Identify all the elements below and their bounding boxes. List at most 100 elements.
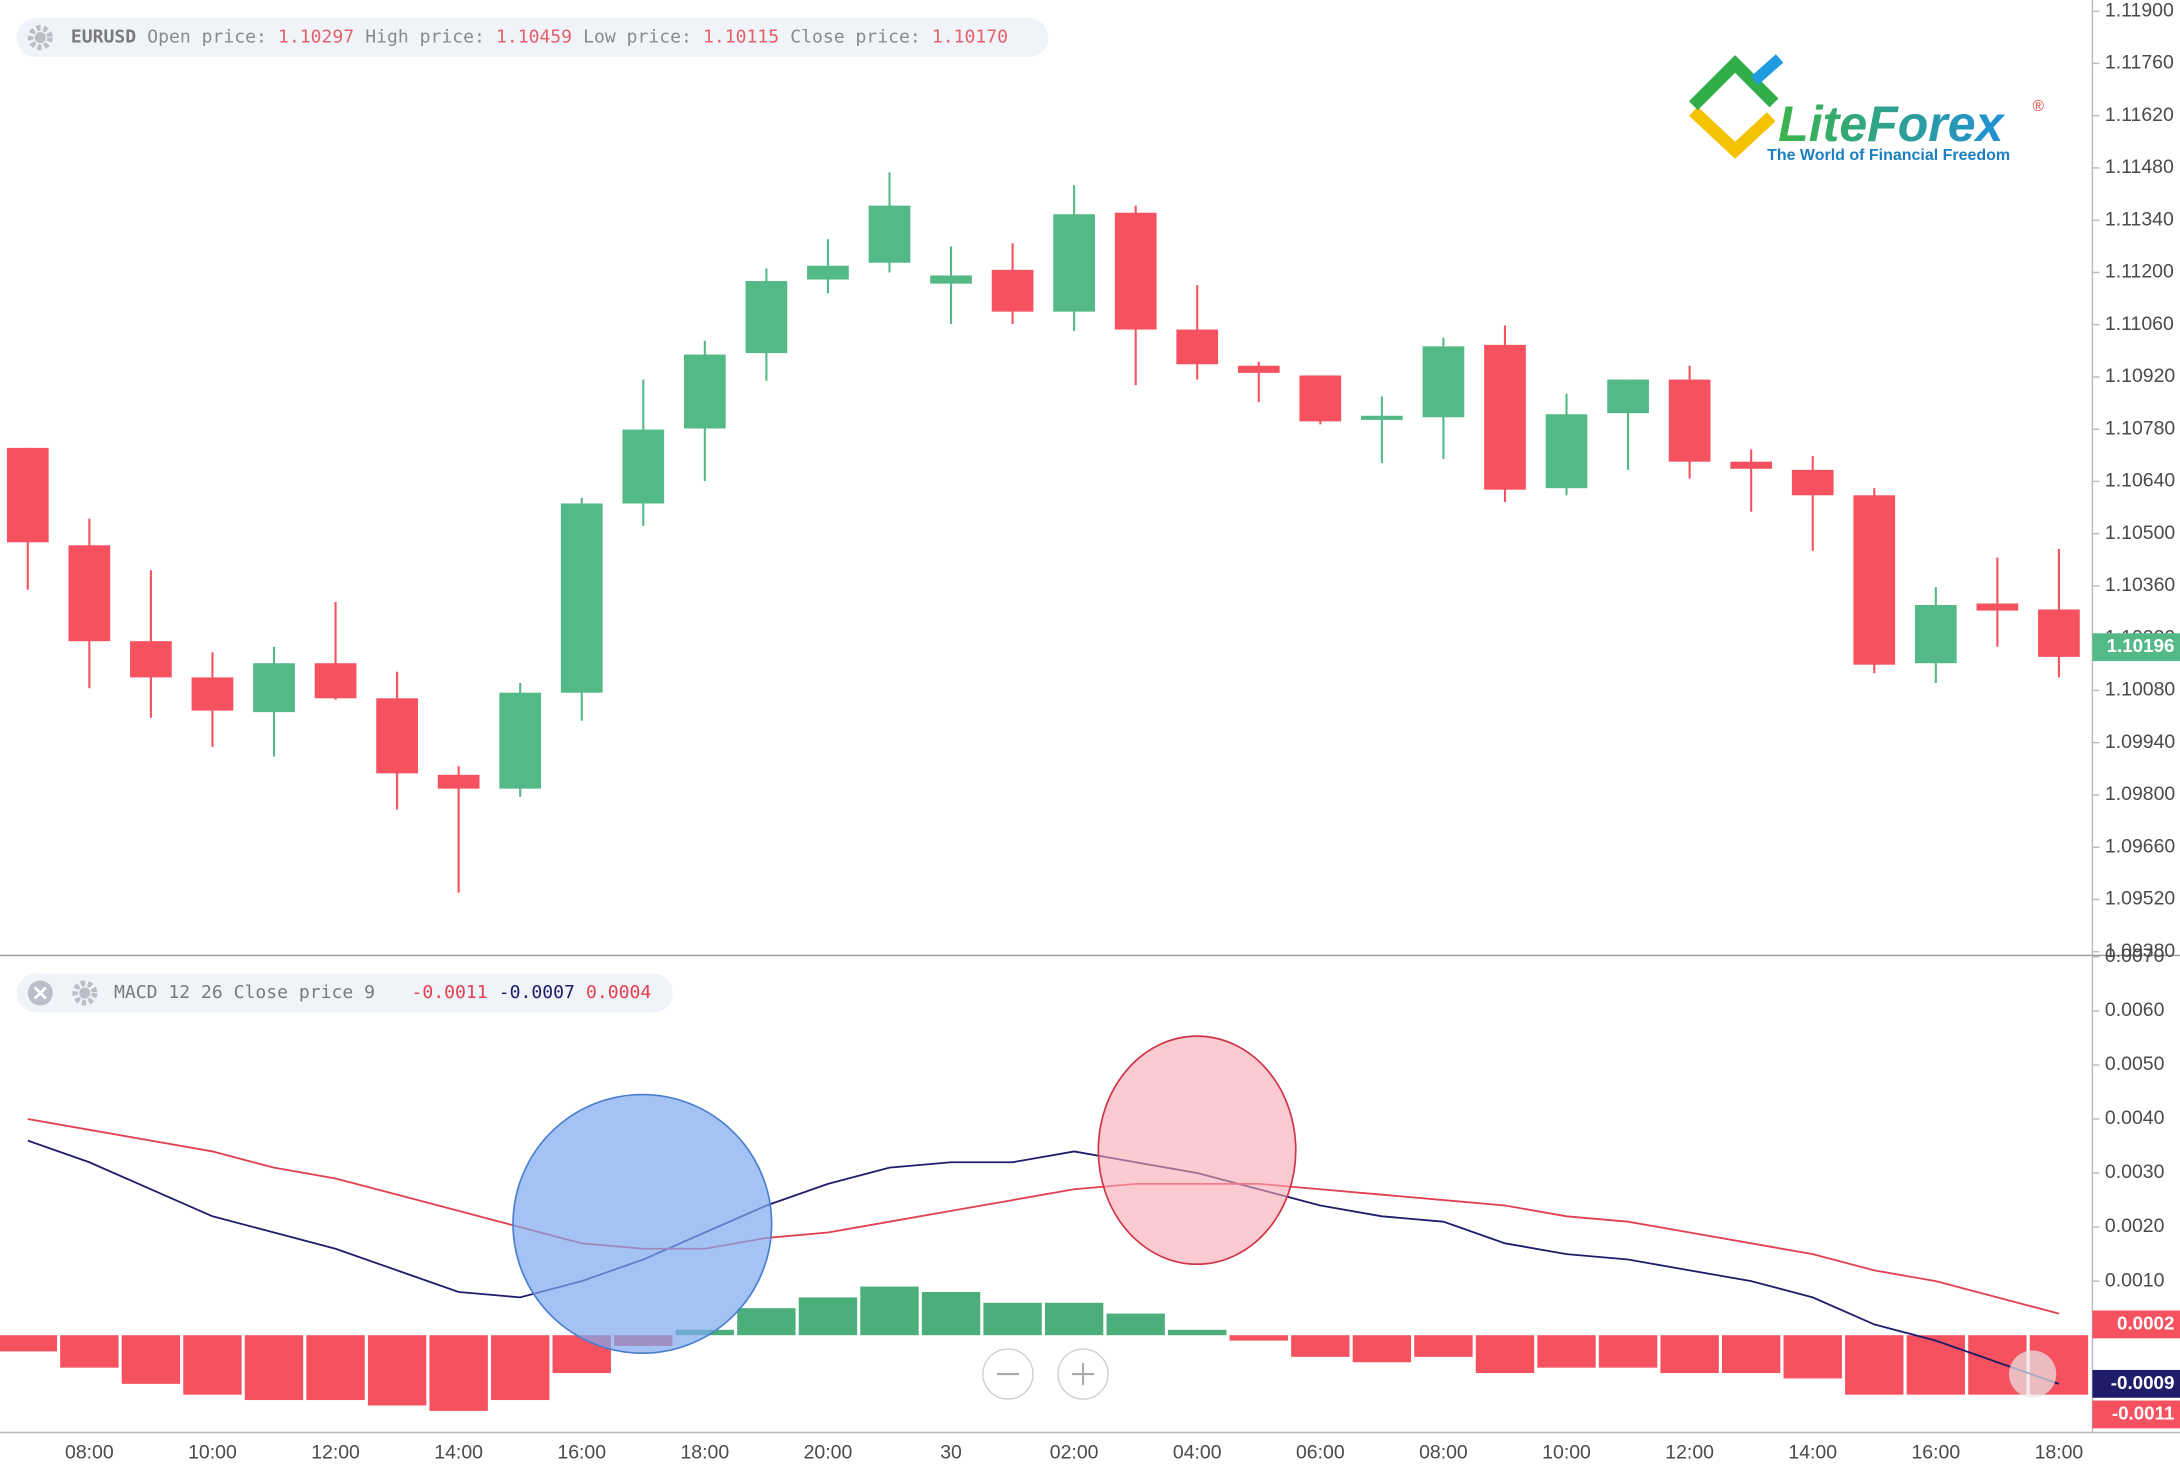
y-tick-label: 0.0040 [2105, 1107, 2165, 1129]
close-cross [33, 986, 47, 1000]
histogram-bar [1845, 1335, 1904, 1395]
scroll-button[interactable] [2008, 1350, 2057, 1398]
histogram-bar [367, 1335, 427, 1406]
candle-body [191, 677, 234, 711]
y-tick-label: 1.11620 [2105, 104, 2174, 126]
histogram-bar [183, 1335, 242, 1395]
candle-body [2038, 609, 2080, 657]
x-tick-label: 08:00 [1419, 1441, 1468, 1463]
price-legend: EURUSD Open price: 1.10297 High price: 1.104… [71, 27, 1008, 48]
candle-body [930, 275, 972, 284]
last-price-tag [2092, 633, 2180, 662]
macd-title: MACD 12 26 Close price 9 [114, 982, 375, 1003]
candle-body [68, 545, 111, 642]
legend-value: 1.10170 [932, 27, 1008, 48]
candle-body [499, 692, 542, 789]
histogram-bar [1291, 1335, 1350, 1357]
logo: LiteForex ® The World of Financial Freed… [1688, 54, 2045, 164]
y-tick-label: 1.09380 [2105, 940, 2175, 962]
histogram-bar [1352, 1335, 1412, 1363]
x-tick-label: 06:00 [1296, 1441, 1345, 1463]
y-tick-label: 1.09940 [2105, 731, 2175, 753]
x-tick-label: 14:00 [434, 1441, 483, 1463]
candle-body [807, 265, 849, 280]
histogram-bar [1414, 1335, 1473, 1357]
x-tick-label: 12:00 [1665, 1441, 1714, 1463]
legend-name: Low price: [583, 27, 692, 48]
candle-body [1114, 212, 1157, 330]
logo-mark-blue [1750, 54, 1784, 85]
candle-body [1422, 346, 1465, 418]
y-tick-label: 0.0060 [2105, 999, 2165, 1021]
candle-body [253, 663, 295, 713]
y-tick-label: 0.0010 [2105, 1269, 2165, 1291]
x-tick-label: 20:00 [804, 1441, 853, 1463]
candle-body [683, 354, 726, 429]
histogram-bar [429, 1335, 488, 1411]
candle-body [745, 281, 788, 354]
gear-hub [79, 987, 91, 999]
y-tick-label: 1.11340 [2105, 208, 2174, 230]
candle-body [437, 774, 480, 789]
candle-body [1607, 379, 1649, 414]
macd-legend-value: -0.0007 [499, 982, 575, 1003]
macd-settings-icon[interactable] [72, 980, 98, 1006]
y-tick-label: 1.11200 [2105, 261, 2174, 283]
price-tags: 0.0002 -0.0009 -0.0011 1.10196 [2092, 633, 2180, 1429]
legend-chip [16, 18, 1049, 58]
histogram-bar [1106, 1313, 1165, 1336]
last-price-label: 1.10196 [2107, 635, 2175, 656]
candle-body [1668, 379, 1711, 462]
x-tick-label: 14:00 [1788, 1441, 1837, 1463]
macd-plot [0, 1118, 2089, 1411]
candle-body [1176, 329, 1219, 365]
candle-body [868, 205, 911, 263]
x-tick-label: 10:00 [1542, 1441, 1591, 1463]
histogram-bar [1475, 1335, 1535, 1374]
candle-body [1361, 415, 1403, 420]
candle-body [1053, 214, 1095, 312]
y-tick-label: 0.0030 [2105, 1161, 2165, 1183]
candle-body [991, 269, 1034, 312]
zoom-controls[interactable] [982, 1348, 2057, 1400]
macd-line [27, 1139, 2060, 1385]
histogram-bar [1168, 1329, 1227, 1336]
candle-body [1976, 603, 2019, 611]
histogram-bar [1229, 1335, 1288, 1341]
y-tick-label: 1.10640 [2105, 470, 2175, 492]
y-tick-label: 0.0050 [2105, 1053, 2165, 1075]
histogram-bar [60, 1335, 119, 1368]
y-tick-label: 1.10360 [2105, 574, 2175, 596]
histogram-bar [1906, 1335, 1966, 1395]
candle-body [1853, 495, 1896, 665]
logo-mark-green [1688, 55, 1779, 111]
candle-body [376, 698, 418, 774]
histogram-bar [244, 1335, 304, 1401]
legend-value: 1.10297 [278, 27, 354, 48]
close-icon[interactable] [27, 980, 53, 1006]
macd-legend-values: -0.0011 -0.0007 0.0004 [412, 982, 652, 1003]
x-tick-label: 08:00 [65, 1441, 114, 1463]
logo-tagline: The World of Financial Freedom [1767, 147, 2010, 164]
symbol: EURUSD [71, 27, 136, 48]
histogram-bar [798, 1297, 858, 1336]
y-tick-label: 0.0020 [2105, 1215, 2165, 1237]
histogram-bar [491, 1335, 550, 1401]
histogram-bar [306, 1335, 365, 1401]
histogram-bar [0, 1335, 58, 1352]
y-tick-label: 1.09520 [2105, 888, 2175, 910]
candle-body [1299, 375, 1342, 422]
histogram-bar [983, 1302, 1042, 1336]
gear-hub [34, 31, 46, 44]
candle-body [1791, 469, 1834, 496]
candle-body [1545, 414, 1588, 489]
gear[interactable] [72, 980, 98, 1006]
legend-value: 1.10115 [703, 27, 779, 48]
candle-body [314, 663, 357, 699]
y-tick-label: 1.11900 [2105, 0, 2174, 21]
candle-body [1484, 344, 1526, 490]
y-tick-label: 1.11760 [2105, 52, 2174, 74]
axes: 1.11900 1.11760 1.11620 1.11480 1.11340 1.112… [65, 0, 2175, 1463]
